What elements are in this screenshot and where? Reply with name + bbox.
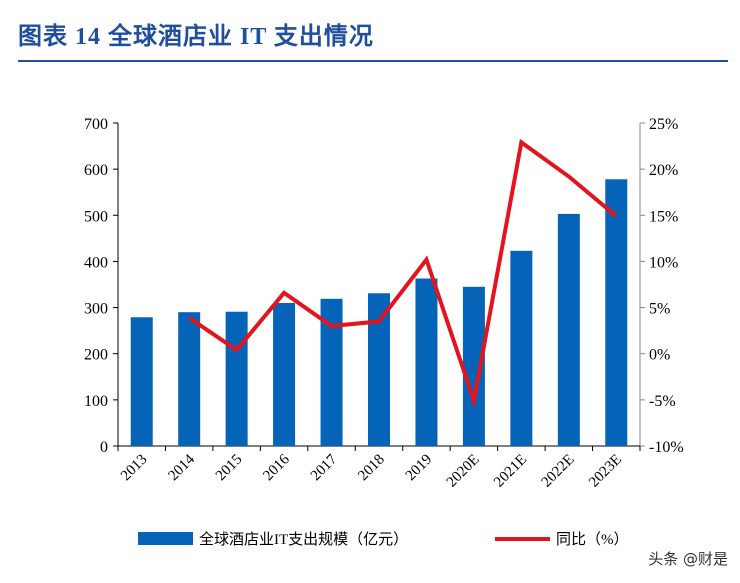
- x-tick-label: 2015: [213, 452, 246, 485]
- legend-bar-swatch: [138, 532, 193, 545]
- bar: [557, 213, 580, 446]
- x-tick-label: 2017: [308, 451, 341, 484]
- legend-line-label: 同比（%）: [556, 532, 629, 548]
- x-tick-label: 2023E: [586, 452, 625, 491]
- x-tick-label: 2018: [355, 452, 388, 485]
- left-tick-label: 300: [84, 301, 108, 318]
- bar: [178, 312, 201, 446]
- bar: [510, 250, 533, 446]
- left-tick-label: 700: [84, 116, 108, 133]
- right-tick-label: 0%: [649, 347, 670, 364]
- title-rule: [18, 60, 728, 62]
- yoy-line: [188, 138, 618, 409]
- x-tick-label: 2019: [403, 452, 436, 485]
- bar: [273, 302, 296, 446]
- x-tick-label: 2014: [165, 451, 198, 484]
- x-tick-label: 2013: [118, 452, 151, 485]
- left-tick-label: 600: [84, 162, 108, 179]
- legend-bar-label: 全球酒店业IT支出规模（亿元）: [199, 532, 409, 548]
- left-tick-label: 400: [84, 254, 108, 271]
- bar: [605, 179, 628, 446]
- right-tick-label: 5%: [649, 301, 670, 318]
- x-tick-label: 2020E: [444, 452, 483, 491]
- bar: [462, 286, 485, 446]
- left-tick-label: 0: [100, 439, 108, 456]
- x-tick-label: 2016: [260, 451, 293, 484]
- left-tick-label: 200: [84, 347, 108, 364]
- bar: [415, 278, 438, 446]
- bar: [225, 311, 248, 446]
- right-tick-label: 10%: [649, 254, 678, 271]
- bar: [368, 293, 390, 446]
- legend-bar: 全球酒店业IT支出规模（亿元）: [138, 528, 408, 549]
- bar: [130, 317, 153, 446]
- x-tick-label: 2021E: [491, 452, 530, 491]
- right-tick-label: -10%: [649, 439, 684, 456]
- right-tick-label: -5%: [649, 393, 676, 410]
- right-tick-label: 15%: [649, 208, 678, 225]
- watermark: 头条 @财是: [648, 550, 728, 568]
- right-tick-label: 25%: [649, 116, 678, 133]
- left-tick-label: 500: [84, 208, 108, 225]
- right-tick-label: 20%: [649, 162, 678, 179]
- left-tick-label: 100: [84, 393, 108, 410]
- x-tick-label: 2022E: [539, 452, 578, 491]
- bar: [320, 298, 343, 446]
- legend-line-swatch: [495, 536, 550, 541]
- chart-title: 图表 14 全球酒店业 IT 支出情况: [18, 24, 374, 50]
- legend-line: 同比（%）: [495, 528, 629, 549]
